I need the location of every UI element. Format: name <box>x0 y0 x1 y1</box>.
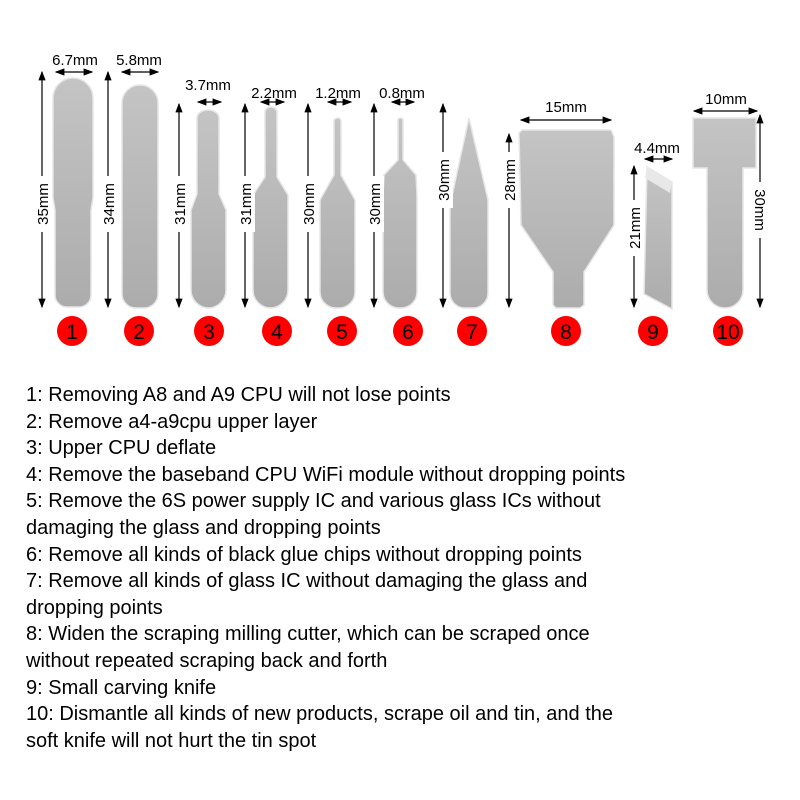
badge-6: 6 <box>402 321 414 344</box>
height-label-2: 34mm <box>101 183 118 225</box>
width-label-10: 10mm <box>705 91 747 108</box>
tool-2-shape <box>121 84 159 309</box>
badge-5: 5 <box>336 321 348 344</box>
description-10-line-1: 10: Dismantle all kinds of new products,… <box>26 703 613 726</box>
badge-3: 3 <box>203 321 215 344</box>
height-label-9: 21mm <box>627 207 644 249</box>
height-label-5: 30mm <box>301 183 318 225</box>
tool-10-shape <box>692 117 757 309</box>
tool-5-shape <box>319 117 356 309</box>
height-label-6: 30mm <box>367 183 384 225</box>
badge-9: 9 <box>647 321 659 344</box>
tool-1-shape <box>52 77 94 308</box>
tool-7-shape <box>449 117 489 309</box>
width-label-4: 2.2mm <box>251 85 297 102</box>
description-5-line-1: 5: Remove the 6S power supply IC and var… <box>26 490 601 513</box>
height-label-7: 30mm <box>436 159 453 201</box>
width-label-9: 4.4mm <box>634 140 680 157</box>
tool-8-shape <box>518 129 615 309</box>
width-label-5: 1.2mm <box>315 85 361 102</box>
description-9: 9: Small carving knife <box>26 676 217 699</box>
width-label-3: 3.7mm <box>185 77 231 94</box>
description-10-line-2: soft knife will not hurt the tin spot <box>26 729 317 752</box>
description-5-line-2: damaging the glass and dropping points <box>26 516 381 539</box>
width-label-6: 0.8mm <box>379 85 425 102</box>
description-3: 3: Upper CPU deflate <box>26 437 217 460</box>
height-label-8: 28mm <box>502 159 519 201</box>
tool-9-shape <box>643 165 673 311</box>
height-label-10: 30mm <box>751 189 768 231</box>
badge-8: 8 <box>560 321 572 344</box>
badge-10: 10 <box>716 321 739 344</box>
description-1: 1: Removing A8 and A9 CPU will not lose … <box>26 384 451 406</box>
badge-4: 4 <box>271 321 283 344</box>
badge-1: 1 <box>66 321 78 344</box>
description-7-line-1: 7: Remove all kinds of glass IC without … <box>26 570 588 593</box>
height-label-3: 31mm <box>172 183 189 225</box>
width-label-8: 15mm <box>545 99 587 116</box>
tool-descriptions: 1: Removing A8 and A9 CPU will not lose … <box>26 382 796 754</box>
tool-9-edge <box>645 167 672 193</box>
tool-3-shape <box>190 109 227 309</box>
description-8-line-2: without repeated scraping back and forth <box>26 649 388 672</box>
width-label-2: 5.8mm <box>116 52 162 69</box>
description-2: 2: Remove a4-a9cpu upper layer <box>26 410 318 433</box>
description-6: 6: Remove all kinds of black glue chips … <box>26 543 582 566</box>
tool-4-shape <box>252 106 289 309</box>
number-badges: 1 2 3 4 5 6 7 8 9 10 <box>57 316 743 346</box>
tools-diagram: 6.7mm 5.8mm 3.7mm 2.2mm 1.2mm 0.8mm 15mm… <box>32 52 770 346</box>
badge-2: 2 <box>133 321 145 344</box>
tool-6-shape <box>382 117 418 309</box>
description-4: 4: Remove the baseband CPU WiFi module w… <box>26 463 626 486</box>
width-label-1: 6.7mm <box>52 52 98 69</box>
height-label-4: 31mm <box>238 183 255 225</box>
badge-7: 7 <box>466 321 478 344</box>
height-labels: 35mm 34mm 31mm 31mm 30mm 30mm 30mm 28mm … <box>32 152 770 256</box>
height-label-1: 35mm <box>35 183 52 225</box>
description-7-line-2: dropping points <box>26 596 163 619</box>
description-8-line-1: 8: Widen the scraping milling cutter, wh… <box>26 623 590 646</box>
